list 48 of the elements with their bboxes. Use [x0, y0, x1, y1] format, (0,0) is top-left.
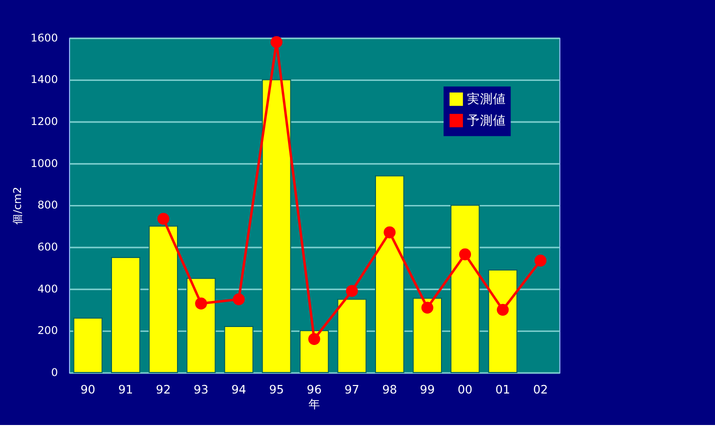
point	[157, 212, 170, 225]
bar	[111, 257, 140, 374]
point	[308, 333, 320, 346]
point	[195, 298, 208, 310]
point	[534, 254, 546, 267]
point	[232, 293, 245, 306]
bar	[375, 175, 404, 374]
x-tick-label: 02	[533, 382, 548, 396]
x-axis-title: 年	[308, 397, 321, 412]
x-tick-label: 94	[231, 382, 246, 396]
point	[496, 304, 509, 316]
bar	[148, 226, 178, 374]
legend-label: 予測値	[466, 112, 506, 128]
x-tick-label: 92	[156, 382, 171, 396]
x-tick-label: 95	[269, 382, 284, 396]
point	[421, 302, 434, 314]
x-tick-label: 96	[306, 382, 322, 396]
y-axis-title: 個/cm2	[10, 186, 24, 225]
bar	[262, 79, 292, 374]
point	[346, 285, 358, 297]
x-tick-label: 99	[420, 382, 435, 396]
x-tick-label: 00	[458, 382, 472, 396]
x-tick-label: 01	[495, 382, 510, 396]
y-tick-label: 600	[37, 240, 58, 254]
bar	[224, 326, 254, 374]
x-tick-label: 93	[194, 382, 208, 396]
x-tick-label: 98	[382, 382, 398, 396]
bar	[73, 318, 103, 374]
point	[384, 226, 396, 238]
y-tick-label: 200	[37, 324, 58, 338]
y-tick-label: 400	[37, 282, 58, 296]
bar	[488, 270, 518, 374]
x-tick-label: 91	[118, 382, 134, 396]
x-tick-label: 90	[80, 382, 96, 396]
bar	[450, 204, 480, 374]
y-tick-label: 0	[51, 366, 58, 379]
point	[459, 248, 472, 260]
y-tick-label: 1000	[30, 156, 58, 170]
x-tick-label: 97	[344, 382, 360, 396]
legend-label: 実測値	[466, 91, 506, 106]
bar	[186, 278, 216, 374]
bar	[412, 298, 442, 374]
y-tick-label: 1600	[30, 31, 58, 44]
point	[270, 36, 282, 48]
bar	[337, 298, 367, 374]
y-tick-label: 1200	[30, 114, 58, 128]
y-tick-label: 1400	[30, 73, 58, 86]
y-tick-label: 800	[37, 198, 58, 212]
